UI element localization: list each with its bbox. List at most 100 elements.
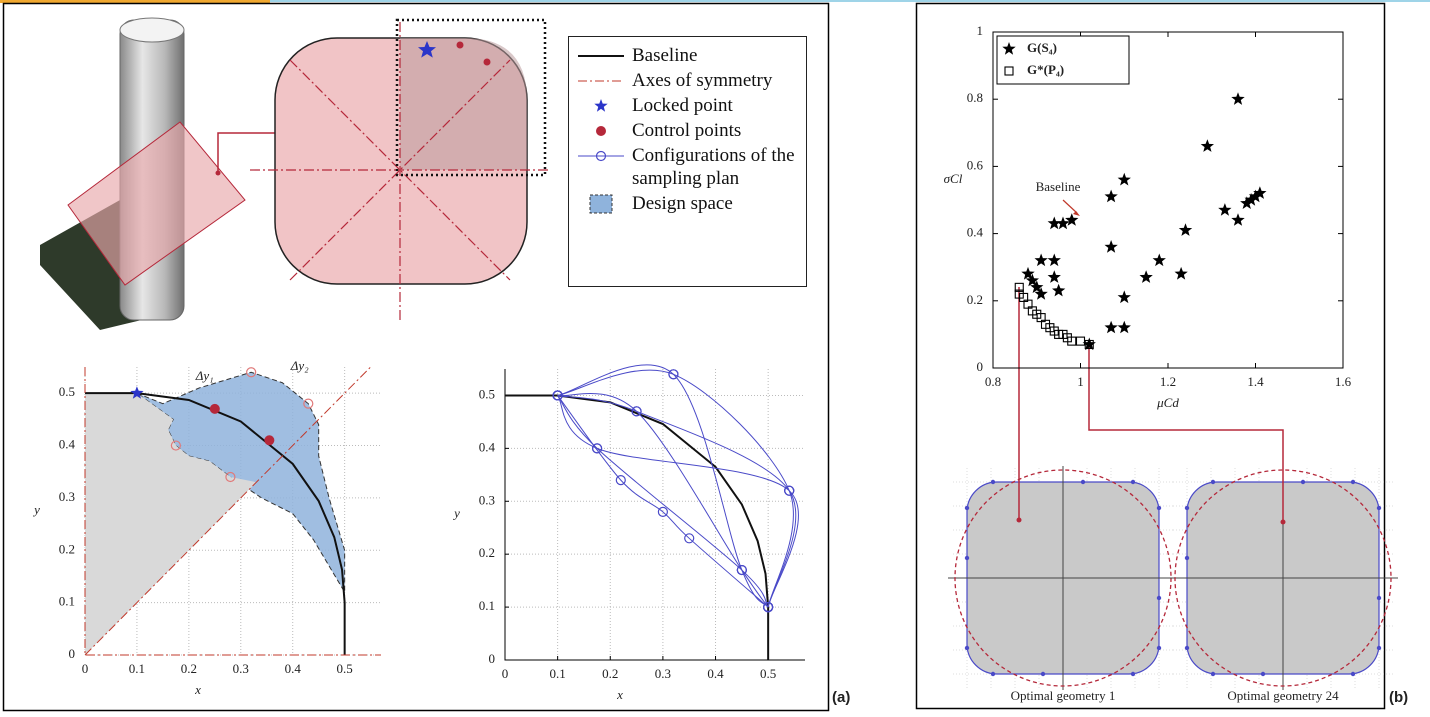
geometry-baseline	[1174, 469, 1392, 687]
column-top	[119, 17, 185, 43]
legend-entry: Locked point	[574, 94, 804, 117]
legend-box	[568, 36, 807, 287]
y-tick-label: 0.2	[967, 292, 983, 307]
legend-label: G*(P₄)	[1027, 62, 1064, 77]
baseline-arrow	[1062, 199, 1078, 214]
y-axis-label: y	[32, 502, 40, 517]
star-marker	[1117, 290, 1131, 304]
x-tick-label: 1	[1077, 374, 1084, 389]
arrow-head	[1073, 211, 1080, 216]
y-tick-label: 0.3	[479, 492, 495, 507]
point	[1014, 282, 1024, 292]
series-line	[557, 392, 769, 608]
legend-marker	[594, 99, 608, 112]
geometry-node	[1376, 645, 1382, 651]
y-tick-label: 0.2	[479, 545, 495, 560]
geometry-node	[1184, 645, 1190, 651]
section-plane	[67, 121, 246, 286]
geometry-node	[1260, 671, 1266, 677]
x-tick-label: 1.6	[1335, 374, 1352, 389]
x-tick-label: 0.2	[181, 661, 197, 676]
star-marker	[1056, 216, 1070, 230]
star-marker	[1104, 189, 1118, 203]
y-tick-label: 0.1	[59, 594, 75, 609]
x-tick-label: 0	[82, 661, 89, 676]
legend-label: Control points	[632, 120, 742, 141]
zoom-box	[395, 18, 547, 177]
axis-line	[504, 369, 805, 661]
star-marker	[1065, 213, 1079, 226]
star-marker	[1082, 337, 1096, 351]
legend-key	[578, 80, 624, 82]
legend-key	[594, 99, 608, 112]
x-tick-label: 0.5	[760, 666, 776, 681]
chart: 0.8 1 1.2 1.4 1.6 0 0.2 0.4 0.6 0.8 1 μCd σCl Baselin…	[944, 23, 1352, 410]
x-tick-label: 0.1	[550, 666, 566, 681]
legend-entry: Control points	[574, 119, 804, 142]
chart: 0 0.1 0.2 0.3 0.4 0.5 0 0.1 0.2 0.3 0.4 0.5 x y Δy₁ Δy₂	[32, 358, 381, 697]
legend: Baseline Axes of symmetry Locked point Cont…	[574, 44, 804, 215]
geometry-label: Optimal geometry 1	[1011, 688, 1116, 703]
star-marker	[1248, 189, 1263, 203]
legend-label: Configurations of the sampling plan	[632, 145, 795, 189]
y-tick-label: 0.4	[59, 437, 76, 452]
legend-entry: Configurations of the sampling plan	[574, 144, 804, 190]
legend-label: Axes of symmetry	[632, 70, 773, 91]
star-marker	[1030, 280, 1044, 293]
star-marker	[1117, 172, 1131, 186]
star-marker	[1025, 273, 1039, 287]
point	[264, 435, 275, 446]
connector-dot	[1016, 517, 1022, 523]
star-marker	[1231, 213, 1245, 226]
geometry-node	[1300, 479, 1306, 485]
cross-section	[250, 18, 550, 320]
annotation: Δy₂	[290, 358, 309, 373]
geometry-node	[964, 555, 970, 561]
point	[209, 403, 220, 414]
geometry-node	[990, 479, 996, 485]
column-illustration	[40, 17, 318, 330]
legend-label: Locked point	[632, 95, 733, 116]
geometry-node	[1156, 505, 1162, 511]
star-marker	[1034, 287, 1048, 300]
legend-label: Design space	[632, 193, 733, 214]
point	[246, 367, 257, 378]
geometry-node	[1184, 555, 1190, 561]
geometry-node	[1080, 479, 1086, 485]
geometry-node	[1210, 479, 1216, 485]
legend-marker	[1004, 66, 1014, 76]
legend-list: Baseline Axes of symmetry Locked point Cont…	[574, 44, 804, 215]
star-marker	[1034, 253, 1048, 267]
annotation: Baseline	[1036, 179, 1081, 194]
geometry-node	[1156, 595, 1162, 601]
point	[684, 533, 695, 544]
point	[1067, 336, 1077, 346]
legend-marker	[596, 126, 606, 136]
point	[170, 440, 181, 451]
panel-label: (a)	[832, 689, 850, 706]
y-tick-label: 0.4	[967, 225, 984, 240]
series-line	[557, 364, 769, 608]
star-marker	[1021, 266, 1035, 280]
star-marker	[1231, 92, 1245, 105]
star-marker	[130, 386, 144, 399]
series-line	[557, 394, 797, 608]
geometry-node	[1156, 645, 1162, 651]
legend-box	[996, 35, 1130, 85]
x-tick-label: 0.5	[337, 661, 353, 676]
column-shadow	[40, 200, 150, 330]
y-tick-label: 0.5	[479, 386, 495, 401]
x-axis-label: μCd	[1156, 395, 1179, 410]
geometry-node	[1130, 479, 1136, 485]
geometry-node	[964, 645, 970, 651]
y-tick-label: 0	[69, 646, 76, 661]
geometry-node	[964, 505, 970, 511]
point	[668, 369, 679, 380]
series-line	[557, 395, 799, 608]
x-tick-label: 0.1	[129, 661, 145, 676]
point	[631, 406, 642, 417]
geometry-node	[1350, 671, 1356, 677]
geometry-node	[1210, 671, 1216, 677]
x-tick-label: 0.3	[233, 661, 249, 676]
